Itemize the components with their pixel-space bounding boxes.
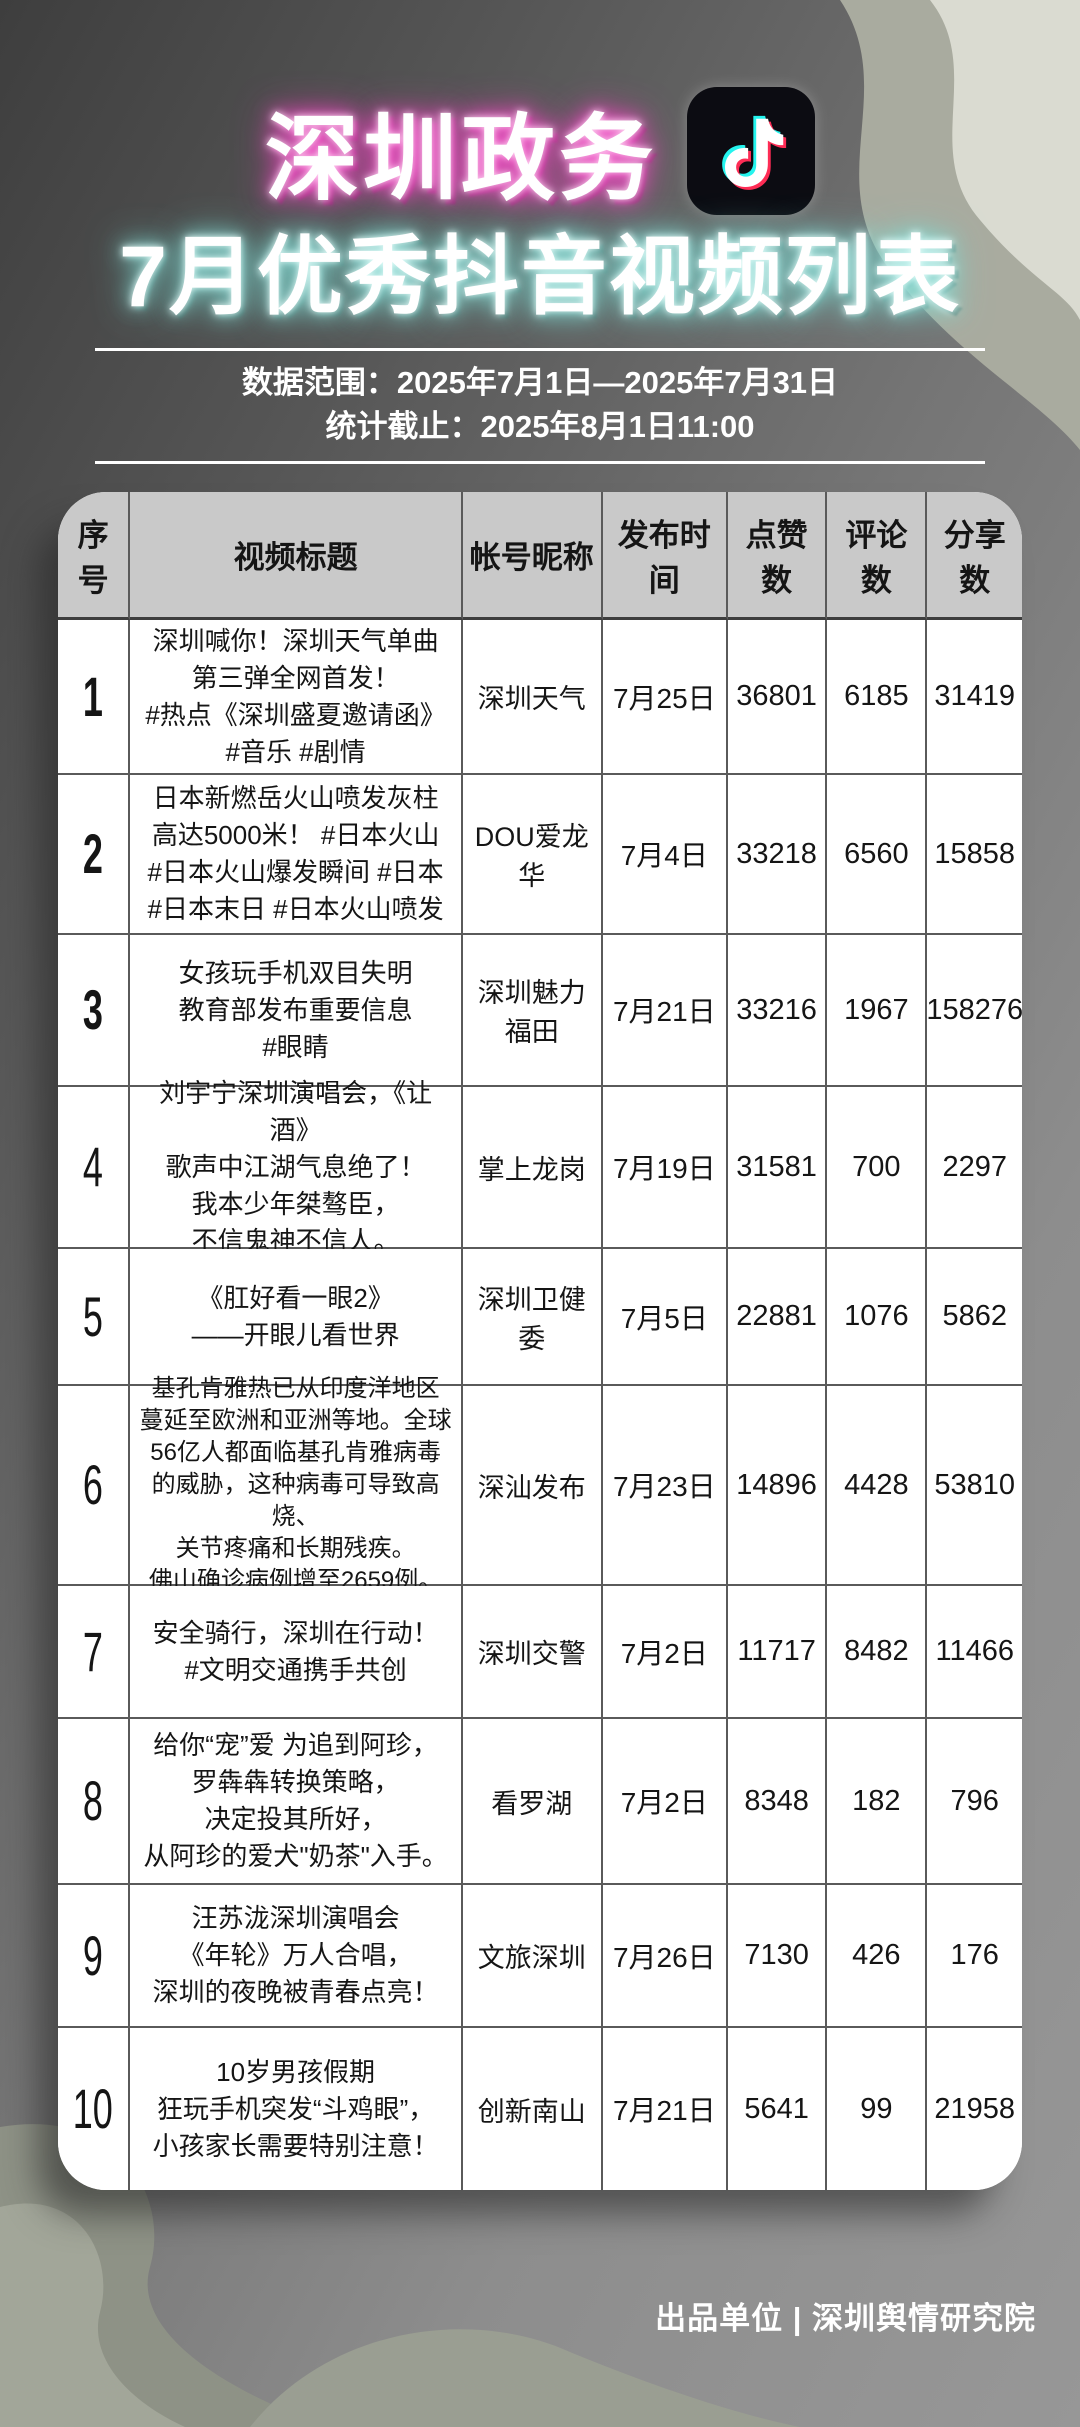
table-row-comments: 4428	[827, 1386, 928, 1586]
tiktok-note-icon	[722, 115, 787, 190]
table-row-shares: 158276	[926, 935, 1022, 1087]
table-row-likes: 22881	[727, 1249, 828, 1386]
table-row-rank: 7	[58, 1586, 131, 1719]
table-row-likes: 31581	[727, 1087, 828, 1249]
table-row-comments: 426	[827, 1885, 928, 2028]
page-subtitle: 7月优秀抖音视频列表	[119, 229, 961, 325]
table-row-account: 深圳魅力福田	[462, 935, 603, 1087]
table-row-date: 7月2日	[602, 1586, 728, 1719]
table-row-date: 7月26日	[602, 1885, 728, 2028]
table-row-account: 深圳天气	[462, 620, 603, 775]
table-row-comments: 1076	[827, 1249, 928, 1386]
table-row-account: 深汕发布	[462, 1386, 603, 1586]
table-row-title: 汪苏泷深圳演唱会 《年轮》万人合唱， 深圳的夜晚被青春点亮！	[130, 1885, 463, 2028]
table-row-date: 7月4日	[602, 775, 728, 935]
table-row-title: 基孔肯雅热已从印度洋地区 蔓延至欧洲和亚洲等地。全球 56亿人都面临基孔肯雅病毒…	[130, 1375, 463, 1594]
table-row-title: 10岁男孩假期 狂玩手机突发“斗鸡眼”， 小孩家长需要特别注意！	[130, 2028, 463, 2190]
col-header-likes: 点赞数	[727, 492, 828, 620]
table-row-comments: 6560	[827, 775, 928, 935]
table-row-title: 安全骑行，深圳在行动！ #文明交通携手共创	[130, 1586, 463, 1719]
table-row-date: 7月19日	[602, 1087, 728, 1249]
table-row-comments: 182	[827, 1719, 928, 1885]
table-row-title: 女孩玩手机双目失明 教育部发布重要信息 #眼睛	[130, 935, 463, 1087]
table-row-shares: 5862	[927, 1249, 1022, 1386]
table-row-date: 7月25日	[602, 620, 728, 775]
table-row-rank: 5	[58, 1249, 131, 1386]
table-row-likes: 5641	[727, 2028, 828, 2190]
table-row-account: DOU爱龙华	[462, 775, 603, 935]
table-row-rank: 2	[58, 775, 131, 935]
table-row-rank: 4	[58, 1087, 131, 1249]
col-header-date: 发布时间	[602, 492, 728, 620]
table-row-shares: 53810	[927, 1386, 1022, 1586]
table-row-date: 7月21日	[602, 2028, 728, 2190]
table-row-shares: 796	[927, 1719, 1022, 1885]
table-row-shares: 11466	[927, 1586, 1022, 1719]
data-range-text: 数据范围：2025年7月1日—2025年7月31日	[241, 365, 839, 400]
table-row-title: 给你“宠”爱 为追到阿珍， 罗犇犇转换策略， 决定投其所好， 从阿珍的爱犬"奶茶…	[130, 1719, 463, 1885]
video-ranking-table: 序号 视频标题 帐号昵称 发布时间 点赞数 评论数 分享数 1 深圳喊你！深圳天…	[58, 492, 1022, 2190]
stats-deadline-text: 统计截止：2025年8月1日11:00	[325, 409, 755, 444]
header-title-row: 深圳政务	[0, 76, 1080, 226]
data-range-panel: 数据范围：2025年7月1日—2025年7月31日 统计截止：2025年8月1日…	[95, 348, 985, 464]
table-row-rank: 10	[58, 2028, 131, 2190]
table-row-likes: 11717	[727, 1586, 828, 1719]
table-row-rank: 3	[58, 935, 131, 1087]
table-row-rank: 9	[58, 1885, 131, 2028]
table-row-title: 《肛好看一眼2》 ——开眼儿看世界	[130, 1249, 463, 1386]
col-header-rank: 序号	[58, 492, 131, 620]
table-row-likes: 36801	[727, 620, 828, 775]
table-row-date: 7月5日	[602, 1249, 728, 1386]
table-row-shares: 31419	[927, 620, 1022, 775]
table-row-account: 看罗湖	[462, 1719, 603, 1885]
table-row-shares: 21958	[927, 2028, 1022, 2190]
table-row-account: 深圳卫健委	[462, 1249, 603, 1386]
col-header-shares: 分享数	[927, 492, 1022, 620]
table-row-likes: 33216	[727, 935, 828, 1087]
table-row-comments: 700	[827, 1087, 928, 1249]
tiktok-app-badge	[687, 87, 815, 215]
table-row-account: 文旅深圳	[462, 1885, 603, 2028]
table-row-likes: 8348	[727, 1719, 828, 1885]
table-row-shares: 2297	[927, 1087, 1022, 1249]
table-row-comments: 6185	[827, 620, 928, 775]
table-row-date: 7月23日	[602, 1386, 728, 1586]
table-row-rank: 8	[58, 1719, 131, 1885]
table-row-comments: 1967	[827, 935, 928, 1087]
table-row-account: 深圳交警	[462, 1586, 603, 1719]
col-header-comments: 评论数	[827, 492, 928, 620]
table-row-title: 刘宇宁深圳演唱会，《让酒》 歌声中江湖气息绝了！ 我本少年桀骜臣， 不信鬼神不信…	[130, 1078, 463, 1256]
col-header-account: 帐号昵称	[462, 492, 603, 620]
table-row-comments: 99	[827, 2028, 928, 2190]
producer-credit: 出品单位 | 深圳舆情研究院	[655, 2301, 1036, 2336]
table-row-account: 创新南山	[462, 2028, 603, 2190]
table-row-likes: 14896	[727, 1386, 828, 1586]
table-row-account: 掌上龙岗	[462, 1087, 603, 1249]
table-row-likes: 33218	[727, 775, 828, 935]
table-row-title: 日本新燃岳火山喷发灰柱 高达5000米！ #日本火山 #日本火山爆发瞬间 #日本…	[130, 775, 463, 935]
table-row-rank: 1	[58, 620, 131, 775]
table-row-shares: 15858	[927, 775, 1022, 935]
video-ranking-table-card: 序号 视频标题 帐号昵称 发布时间 点赞数 评论数 分享数 1 深圳喊你！深圳天…	[58, 492, 1022, 2190]
table-row-shares: 176	[927, 1885, 1022, 2028]
table-row-likes: 7130	[727, 1885, 828, 2028]
table-row-date: 7月2日	[602, 1719, 728, 1885]
table-row-title: 深圳喊你！深圳天气单曲 第三弹全网首发！ #热点《深圳盛夏邀请函》 #音乐 #剧…	[130, 620, 463, 775]
table-row-rank: 6	[58, 1386, 131, 1586]
page-title: 深圳政务	[264, 106, 657, 211]
table-row-comments: 8482	[827, 1586, 928, 1719]
table-row-date: 7月21日	[602, 935, 728, 1087]
col-header-title: 视频标题	[130, 492, 463, 620]
